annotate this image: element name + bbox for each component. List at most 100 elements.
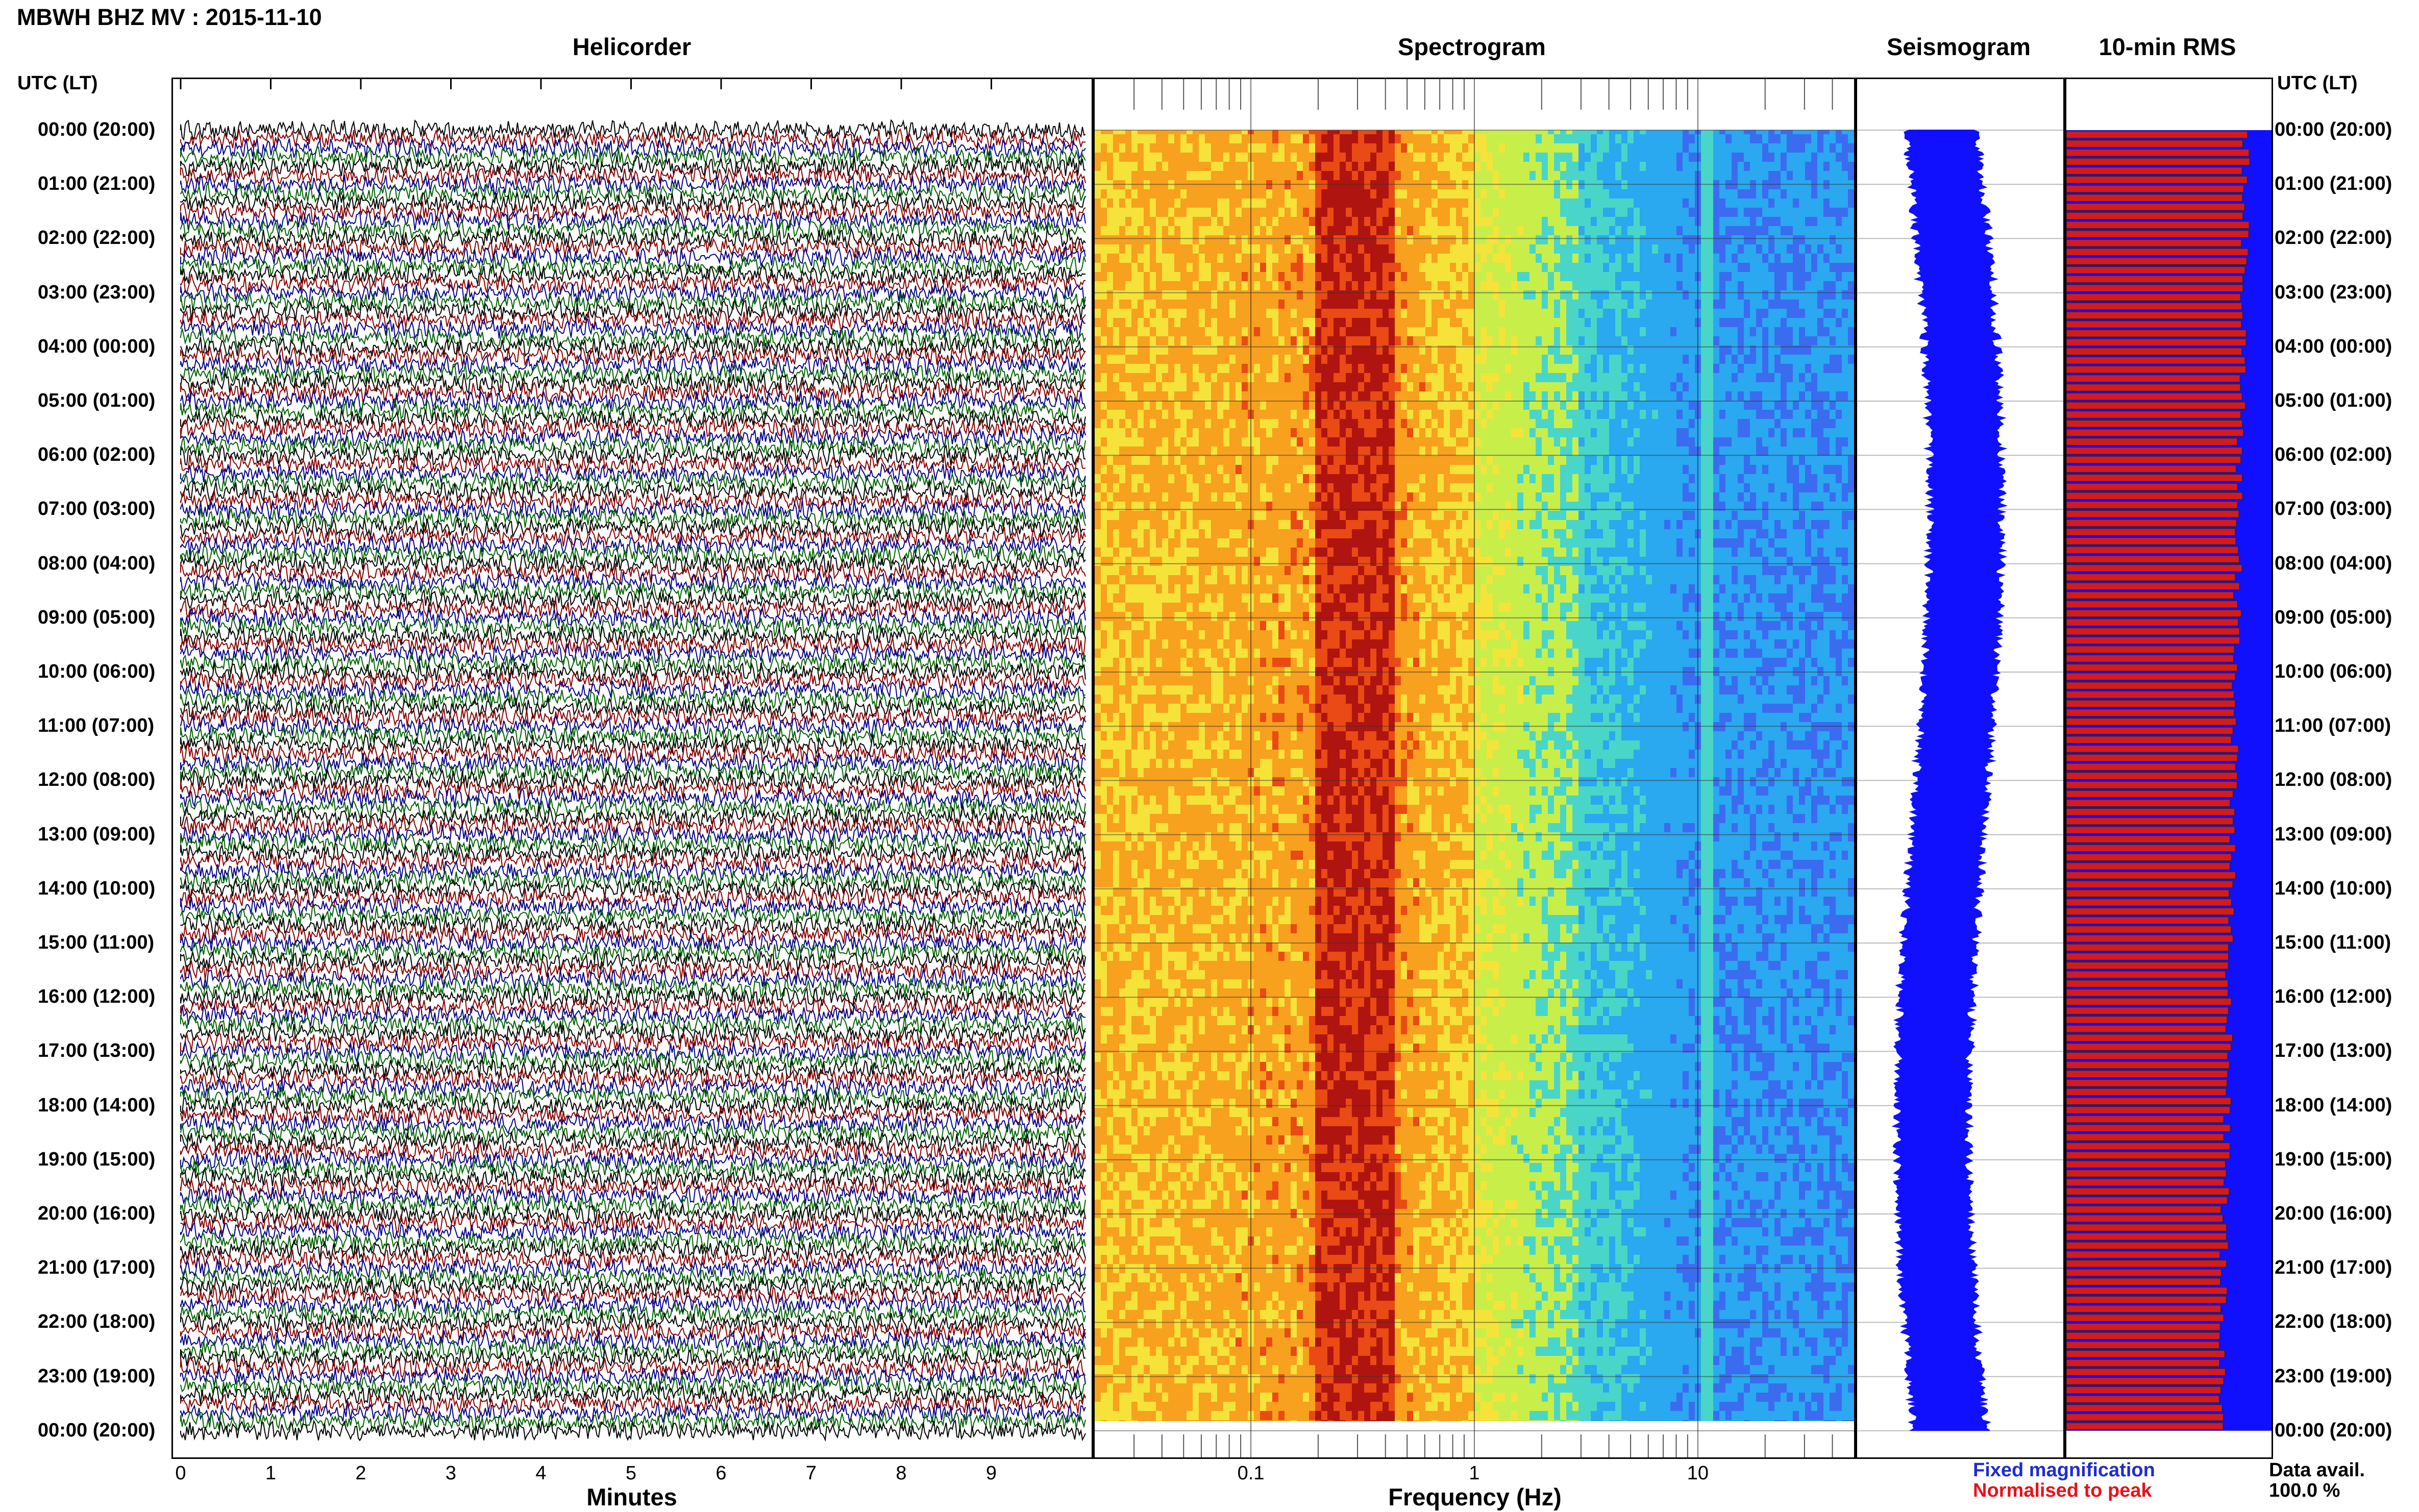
spectrogram-cell [1811, 419, 1818, 429]
spectrogram-cell [1236, 235, 1242, 245]
spectrogram-cell [1352, 309, 1359, 318]
spectrogram-cell [1683, 244, 1689, 254]
spectrogram-cell [1836, 208, 1842, 217]
spectrogram-cell [1131, 134, 1138, 144]
spectrogram-cell [1113, 143, 1120, 153]
spectrogram-cell [1585, 235, 1591, 245]
spectrogram-cell [1278, 180, 1285, 190]
spectrogram-cell [1199, 153, 1205, 162]
spectrogram-cell [1162, 300, 1169, 309]
spectrogram-cell [1756, 199, 1763, 208]
helicorder-trace-row [180, 614, 1086, 638]
spectrogram-cell [1425, 281, 1432, 291]
spectrogram-cell [1646, 373, 1652, 383]
spectrogram-cell [1278, 189, 1285, 199]
spectrogram-cell [1107, 419, 1114, 429]
spectrogram-cell [1505, 345, 1512, 355]
spectrogram-cell [1597, 244, 1603, 254]
spectrogram-cell [1548, 364, 1554, 374]
spectrogram-cell [1223, 263, 1230, 272]
spectrogram-cell [1462, 336, 1469, 346]
spectrogram-cell [1119, 143, 1126, 153]
spectrogram-cell [1297, 217, 1303, 227]
spectrogram-cell [1383, 189, 1389, 199]
spectrogram-cell [1505, 254, 1512, 263]
spectrogram-cell [1523, 272, 1530, 282]
spectrogram-cell [1719, 153, 1726, 162]
spectrogram-cell [1603, 318, 1610, 328]
spectrogram-cell [1407, 189, 1414, 199]
spectrogram-cell [1438, 410, 1444, 419]
seismogram-title: Seismogram [1886, 33, 2031, 60]
helicorder-trace-row [180, 1039, 1086, 1063]
spectrogram-cell [1768, 309, 1775, 318]
spectrogram-cell [1193, 199, 1199, 208]
spectrogram-cell [1315, 189, 1322, 199]
spectrogram-cell [1125, 281, 1132, 291]
helicorder-trace-row [180, 1373, 1086, 1397]
spectrogram-cell [1468, 263, 1475, 272]
spectrogram-cell [1236, 153, 1242, 162]
time-label-left: 11:00 (07:00) [38, 715, 155, 737]
spectrogram-cell [1591, 226, 1597, 236]
spectrogram-cell [1413, 272, 1420, 282]
spectrogram-cell [1487, 391, 1493, 401]
spectrogram-cell [1223, 254, 1230, 263]
spectrogram-cell [1836, 180, 1842, 190]
spectrogram-cell [1566, 171, 1573, 181]
spectrogram-cell [1260, 309, 1267, 318]
spectrogram-cell [1217, 373, 1224, 383]
spectrogram-cell [1113, 364, 1120, 374]
spectrogram-cell [1419, 373, 1426, 383]
spectrogram-cell [1187, 401, 1193, 410]
spectrogram-cell [1750, 410, 1757, 419]
spectrogram-cell [1462, 235, 1469, 245]
spectrogram-cell [1358, 189, 1365, 199]
spectrogram-cell [1327, 300, 1334, 309]
spectrogram-cell [1180, 382, 1187, 392]
spectrogram-cell [1762, 290, 1769, 300]
spectrogram-cell [1474, 153, 1481, 162]
spectrogram-cell [1162, 364, 1169, 374]
spectrogram-cell [1487, 300, 1493, 309]
spectrogram-cell [1585, 189, 1591, 199]
time-label-left: 10:00 (06:00) [38, 661, 156, 682]
spectrogram-cell [1787, 410, 1793, 419]
spectrogram-cell [1842, 244, 1848, 254]
spectrogram-cell [1395, 428, 1401, 438]
spectrogram-cell [1597, 235, 1603, 245]
spectrogram-cell [1499, 290, 1505, 300]
time-label-right: 23:00 (19:00) [2275, 1365, 2392, 1387]
spectrogram-cell [1529, 391, 1536, 401]
spectrogram-cell [1309, 244, 1316, 254]
spectrogram-cell [1260, 318, 1267, 328]
spectrogram-cell [1272, 345, 1279, 355]
spectrogram-cell [1719, 254, 1726, 263]
spectrogram-cell [1236, 171, 1242, 181]
spectrogram-cell [1799, 419, 1806, 429]
spectrogram-cell [1811, 336, 1818, 346]
spectrogram-cell [1346, 309, 1352, 318]
spectrogram-cell [1517, 244, 1524, 254]
spectrogram-cell [1425, 254, 1432, 263]
spectrogram-cell [1138, 373, 1144, 383]
spectrogram-cell [1781, 281, 1787, 291]
spectrogram-cell [1627, 345, 1634, 355]
spectrogram-cell [1676, 272, 1683, 282]
spectrogram-cell [1223, 419, 1230, 429]
spectrogram-cell [1156, 419, 1163, 429]
spectrogram-cell [1548, 226, 1554, 236]
spectrogram-cell [1340, 364, 1346, 374]
spectrogram-cell [1474, 180, 1481, 190]
time-label-left: 04:00 (00:00) [38, 335, 156, 357]
spectrogram-cell [1830, 327, 1836, 337]
spectrogram-cell [1652, 318, 1659, 328]
spectrogram-cell [1529, 355, 1536, 364]
spectrogram-cell [1358, 244, 1365, 254]
spectrogram-cell [1180, 254, 1187, 263]
spectrogram-cell [1511, 189, 1518, 199]
spectrogram-cell [1389, 254, 1395, 263]
spectrogram-cell [1407, 373, 1414, 383]
spectrogram-cell [1725, 134, 1732, 144]
spectrogram-cell [1144, 235, 1150, 245]
